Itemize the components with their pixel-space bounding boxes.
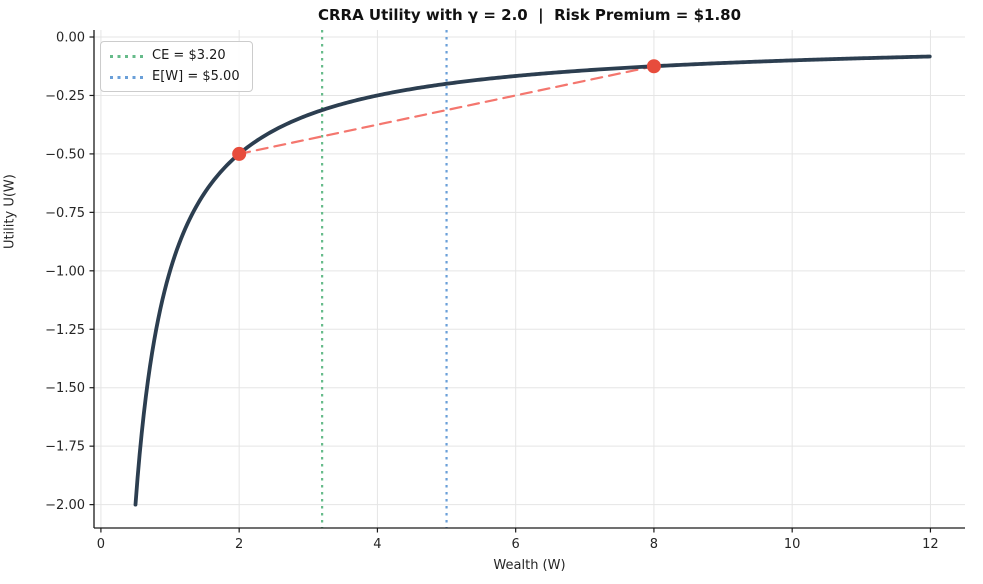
y-tick-label: −2.00 xyxy=(45,498,85,513)
x-tick-label: 8 xyxy=(650,537,658,552)
expected-utility-chord xyxy=(238,65,656,156)
utility-curve xyxy=(133,54,932,507)
y-tick-label: −1.25 xyxy=(45,323,85,338)
ce-line-swatch xyxy=(110,54,144,58)
legend-label-ew: E[W] = $5.00 xyxy=(152,69,240,84)
legend: CE = $3.20 E[W] = $5.00 xyxy=(100,41,253,92)
y-tick-label: 0.00 xyxy=(56,31,85,46)
y-tick-label: −1.00 xyxy=(45,264,85,279)
x-axis-label: Wealth (W) xyxy=(493,558,566,573)
legend-label-ce: CE = $3.20 xyxy=(152,48,226,63)
y-tick-label: −0.25 xyxy=(45,89,85,104)
legend-item-ew: E[W] = $5.00 xyxy=(110,68,240,86)
x-tick-label: 12 xyxy=(922,537,939,552)
x-tick-label: 6 xyxy=(512,537,520,552)
lottery-point xyxy=(232,146,247,161)
ew-line-swatch xyxy=(110,75,144,79)
chart-title: CRRA Utility with γ = 2.0 | Risk Premium… xyxy=(317,6,742,24)
lottery-point xyxy=(646,59,661,74)
x-tick-label: 0 xyxy=(97,537,105,552)
legend-item-ce: CE = $3.20 xyxy=(110,47,240,65)
y-tick-label: −1.50 xyxy=(45,381,85,396)
x-tick-label: 2 xyxy=(235,537,243,552)
y-tick-label: −1.75 xyxy=(45,440,85,455)
y-axis-label: Utility U(W) xyxy=(2,174,18,250)
x-tick-label: 4 xyxy=(373,537,381,552)
y-tick-label: −0.50 xyxy=(45,147,85,162)
y-tick-label: −0.75 xyxy=(45,206,85,221)
x-tick-label: 10 xyxy=(784,537,801,552)
